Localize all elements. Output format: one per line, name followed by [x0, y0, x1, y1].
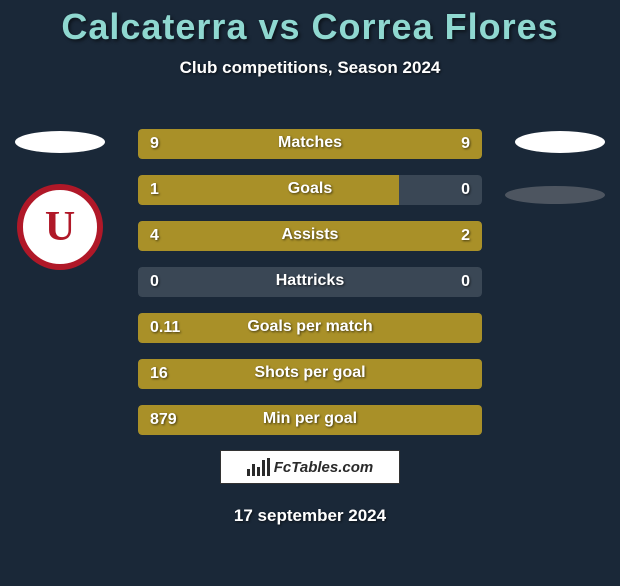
stat-bar-row: 16Shots per goal	[138, 359, 482, 389]
stat-label: Hattricks	[138, 272, 482, 290]
stat-label: Min per goal	[138, 410, 482, 428]
page-title: Calcaterra vs Correa Flores	[0, 6, 620, 48]
stats-bars: 99Matches 10Goals 42Assists 00Hattricks 0.11…	[138, 129, 482, 451]
stat-bar-row: 879Min per goal	[138, 405, 482, 435]
vs-text: vs	[258, 6, 300, 47]
date-text: 17 september 2024	[0, 506, 620, 526]
stat-bar-row: 42Assists	[138, 221, 482, 251]
player-right-name: Correa Flores	[312, 6, 559, 47]
player-left-name: Calcaterra	[61, 6, 247, 47]
footer-brand-text: FcTables.com	[274, 459, 373, 476]
club-left-logo: U	[17, 184, 103, 270]
player-left-placeholder-icon	[15, 131, 105, 153]
player-right-placeholder-icon	[515, 131, 605, 153]
club-right-placeholder-icon	[505, 186, 605, 204]
stat-bar-row: 10Goals	[138, 175, 482, 205]
stat-bar-row: 0.11Goals per match	[138, 313, 482, 343]
stat-label: Shots per goal	[138, 364, 482, 382]
subtitle: Club competitions, Season 2024	[0, 58, 620, 78]
club-left-logo-letter: U	[45, 203, 75, 251]
stat-label: Matches	[138, 134, 482, 152]
chart-icon	[247, 458, 270, 476]
stat-label: Goals	[138, 180, 482, 198]
stat-bar-row: 99Matches	[138, 129, 482, 159]
footer-brand-logo[interactable]: FcTables.com	[220, 450, 400, 484]
stat-bar-row: 00Hattricks	[138, 267, 482, 297]
stat-label: Goals per match	[138, 318, 482, 336]
stat-label: Assists	[138, 226, 482, 244]
